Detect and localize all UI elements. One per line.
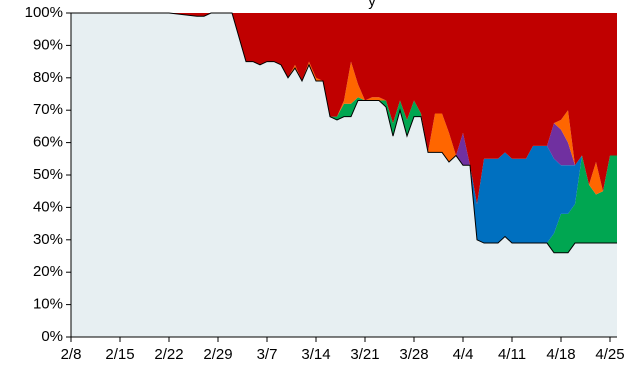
y-tick-label: 50% — [33, 166, 63, 183]
x-tick-label: 3/14 — [301, 346, 330, 363]
x-tick-label: 4/25 — [595, 346, 624, 363]
x-tick-label: 4/18 — [546, 346, 575, 363]
x-tick-label: 3/7 — [257, 346, 278, 363]
chart-title-fragment: y — [368, 0, 376, 10]
y-axis-ticks: 0% 10% 20% 30% 40% 50% 60% 70% 80% 90% 100% — [25, 4, 71, 345]
x-tick-label: 2/29 — [203, 346, 232, 363]
baseline-boundary-line — [71, 12, 617, 254]
x-tick-label: 2/15 — [105, 346, 134, 363]
x-tick-label: 2/22 — [154, 346, 183, 363]
x-tick-label: 4/4 — [453, 346, 474, 363]
area-series-6 — [71, 13, 617, 205]
y-tick-label: 0% — [41, 328, 63, 345]
x-tick-label: 3/21 — [350, 346, 379, 363]
y-tick-label: 80% — [33, 69, 63, 86]
area-series-2 — [71, 13, 617, 253]
area-series-1 — [71, 13, 617, 337]
x-tick-label: 2/8 — [61, 346, 82, 363]
y-tick-label: 40% — [33, 198, 63, 215]
y-tick-label: 90% — [33, 36, 63, 53]
y-tick-label: 10% — [33, 296, 63, 313]
y-tick-label: 70% — [33, 101, 63, 118]
y-tick-label: 20% — [33, 263, 63, 280]
y-tick-label: 100% — [25, 4, 63, 21]
y-tick-label: 60% — [33, 134, 63, 151]
plot-areas — [71, 12, 617, 337]
y-tick-label: 30% — [33, 231, 63, 248]
x-tick-label: 3/28 — [399, 346, 428, 363]
area-series-3 — [71, 13, 617, 244]
x-tick-label: 4/11 — [498, 346, 526, 363]
x-axis-ticks: 2/8 2/15 2/22 2/29 3/7 3/14 3/21 3/28 4/4 4/11 4/1… — [61, 337, 625, 363]
